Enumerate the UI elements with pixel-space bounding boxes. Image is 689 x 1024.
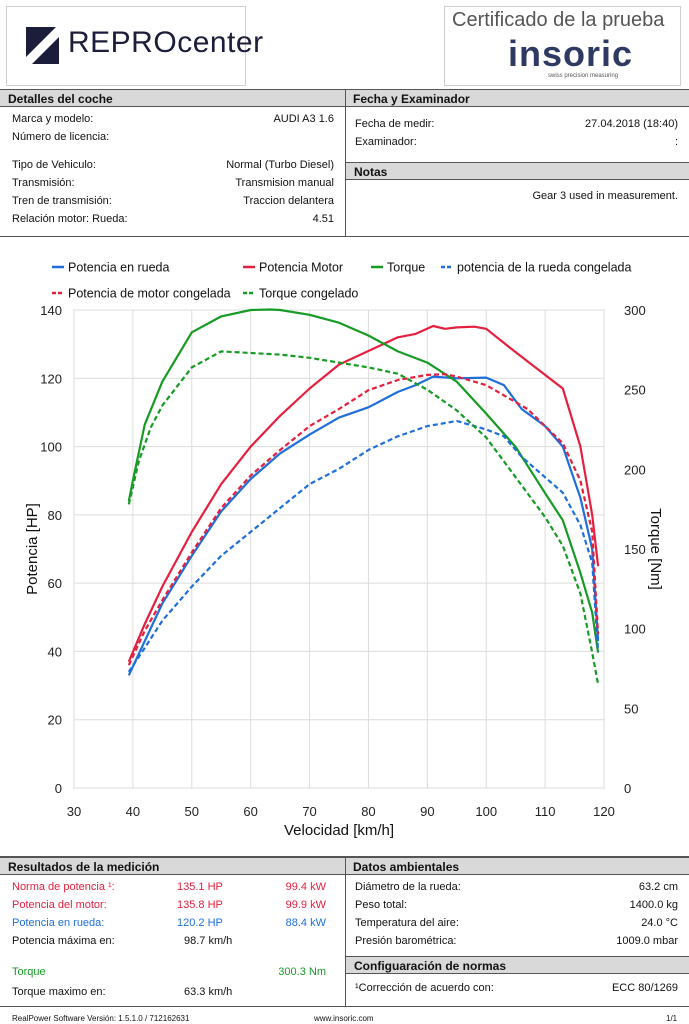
footer-url[interactable]: www.insoric.com bbox=[314, 1014, 374, 1023]
norms-row: ¹Corrección de acuerdo con: ECC 80/1269 bbox=[355, 982, 678, 994]
ambient-row: Diámetro de la rueda: 63.2 cm bbox=[355, 881, 678, 893]
y2-tick-label: 250 bbox=[624, 383, 646, 398]
chart-top-border bbox=[0, 236, 689, 237]
x-tick-label: 50 bbox=[185, 804, 199, 819]
x-tick-label: 70 bbox=[302, 804, 316, 819]
y-tick-label: 120 bbox=[40, 371, 62, 386]
footer-page: 1/1 bbox=[666, 1014, 678, 1023]
certificate-header-box bbox=[444, 6, 681, 86]
x-tick-label: 60 bbox=[243, 804, 257, 819]
car-row: Número de licencia: bbox=[12, 131, 110, 143]
car-row: Relación motor: Rueda: 4.51 bbox=[12, 213, 334, 225]
x-tick-label: 110 bbox=[535, 804, 556, 819]
result-row: Potencia del motor: 135.8 HP 99.9 kW bbox=[12, 899, 326, 911]
top-divider bbox=[345, 89, 346, 236]
y2-tick-label: 150 bbox=[624, 542, 646, 557]
legend-label: Torque bbox=[387, 261, 425, 275]
y-tick-label: 20 bbox=[48, 713, 62, 728]
legend-label: Potencia de motor congelada bbox=[68, 287, 231, 301]
brand-prefix: REPRO bbox=[68, 26, 178, 59]
y2-tick-label: 0 bbox=[624, 781, 631, 796]
torque-row: Torque 300.3 Nm bbox=[12, 966, 326, 978]
norms-title: Configuaración de normas bbox=[346, 956, 689, 974]
ambient-row: Peso total: 1400.0 kg bbox=[355, 899, 678, 911]
brand-suffix: center bbox=[177, 26, 264, 59]
notes-title: Notas bbox=[346, 162, 689, 180]
series-line bbox=[127, 419, 600, 673]
insoric-tagline: swiss precision measuring bbox=[548, 73, 619, 79]
y2-tick-label: 100 bbox=[624, 622, 646, 637]
x-tick-label: 120 bbox=[593, 804, 615, 819]
ambient-row: Presión barométrica: 1009.0 mbar bbox=[355, 935, 678, 947]
car-row: Tipo de Vehiculo: Normal (Turbo Diesel) bbox=[12, 159, 334, 171]
insoric-logo: insoric bbox=[508, 33, 634, 74]
car-details-title: Detalles del coche bbox=[0, 89, 345, 107]
car-row: Marca y modelo: AUDI A3 1.6 bbox=[12, 113, 334, 125]
ambient-title: Datos ambientales bbox=[345, 857, 689, 875]
series-line bbox=[127, 324, 600, 663]
y-tick-label: 80 bbox=[48, 508, 62, 523]
series-line bbox=[127, 308, 600, 653]
footer-software: RealPower Software Versión: 1.5.1.0 / 71… bbox=[12, 1014, 190, 1023]
chart-bottom-border bbox=[0, 856, 689, 857]
result-row: Norma de potencia ¹: 135.1 HP 99.4 kW bbox=[12, 881, 326, 893]
y-tick-label: 40 bbox=[48, 644, 62, 659]
y2-tick-label: 50 bbox=[624, 701, 638, 716]
reprocenter-logo-box bbox=[6, 6, 246, 86]
reprocenter-logo-text: REPROcenter bbox=[68, 26, 264, 60]
legend-label: Potencia en rueda bbox=[68, 261, 170, 275]
x-tick-label: 40 bbox=[126, 804, 140, 819]
max-power-row: Potencia máxima en: 98.7 km/h bbox=[12, 935, 233, 947]
bottom-border bbox=[0, 1006, 689, 1007]
y-tick-label: 0 bbox=[55, 781, 62, 796]
notes-text: Gear 3 used in measurement. bbox=[532, 190, 678, 202]
legend-label: Potencia Motor bbox=[259, 261, 343, 275]
power-torque-chart: 30 40 50 60 70 80 90 100 110 120 0 20 40 60 80 100 120 14… bbox=[24, 261, 664, 840]
x-tick-label: 80 bbox=[361, 804, 375, 819]
series-line bbox=[127, 373, 600, 666]
y2-axis-label: Torque [Nm] bbox=[647, 508, 664, 590]
chart-series bbox=[127, 308, 600, 685]
max-torque-row: Torque maximo en: 63.3 km/h bbox=[12, 986, 233, 998]
ambient-row: Temperatura del aire: 24.0 °C bbox=[355, 917, 678, 929]
y-tick-label: 100 bbox=[40, 440, 62, 455]
results-title: Resultados de la medición bbox=[0, 857, 345, 875]
measure-date-row: Fecha de medir: 27.04.2018 (18:40) bbox=[355, 118, 678, 130]
examiner-row: Examinador: : bbox=[355, 136, 678, 148]
chart-axes: 30 40 50 60 70 80 90 100 110 120 0 20 40 60 80 100 120 14… bbox=[24, 303, 664, 839]
y-axis-label: Potencia [HP] bbox=[24, 503, 41, 595]
plot-area bbox=[73, 309, 605, 789]
bottom-divider bbox=[345, 857, 346, 1006]
reprocenter-logo-mark bbox=[26, 27, 59, 64]
y2-tick-label: 200 bbox=[624, 462, 646, 477]
result-row: Potencia en rueda: 120.2 HP 88.4 kW bbox=[12, 917, 326, 929]
date-examiner-title: Fecha y Examinador bbox=[345, 89, 689, 107]
x-tick-label: 100 bbox=[475, 804, 497, 819]
certificate-title: Certificado de la prueba bbox=[452, 9, 665, 31]
car-row: Transmisión: Transmision manual bbox=[12, 177, 334, 189]
chart-grid bbox=[73, 309, 605, 789]
chart-legend: Potencia en rueda Potencia Motor Torque pot… bbox=[52, 261, 631, 301]
legend-label: Torque congelado bbox=[259, 287, 358, 301]
x-tick-label: 30 bbox=[67, 804, 81, 819]
x-tick-label: 90 bbox=[420, 804, 434, 819]
series-line bbox=[127, 350, 600, 685]
y-tick-label: 140 bbox=[40, 303, 62, 318]
car-row: Tren de transmisión: Traccion delantera bbox=[12, 195, 334, 207]
legend-label: potencia de la rueda congelada bbox=[457, 261, 631, 275]
y2-tick-label: 300 bbox=[624, 303, 646, 318]
y-tick-label: 60 bbox=[48, 576, 62, 591]
x-axis-label: Velocidad [km/h] bbox=[284, 822, 394, 839]
series-line bbox=[127, 375, 600, 676]
